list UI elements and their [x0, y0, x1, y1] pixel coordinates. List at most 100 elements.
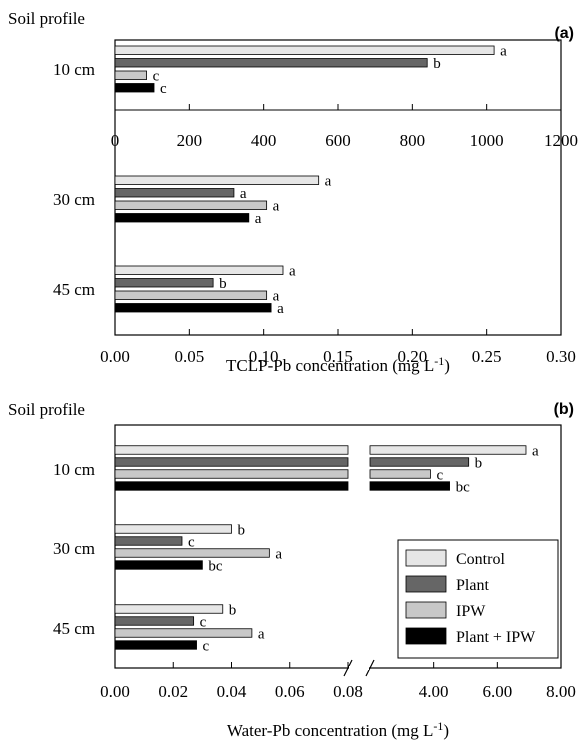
category-label: 10 cm	[53, 60, 95, 79]
significance-letter: a	[277, 301, 284, 317]
bar-plant	[114, 616, 195, 626]
category-label: 30 cm	[53, 190, 95, 209]
axis-break-gap	[349, 666, 369, 670]
significance-letter: a	[255, 211, 262, 227]
significance-letter: bc	[208, 558, 223, 574]
panel-a-top-axis: 0 200 400 600 800 1000 1200	[111, 104, 578, 150]
bar-ipw-cont	[369, 469, 431, 479]
significance-letter: a	[325, 174, 332, 190]
significance-letter: a	[500, 44, 507, 60]
significance-letter: c	[203, 638, 210, 654]
significance-letter: a	[258, 626, 265, 642]
panel-b-frame	[114, 424, 562, 669]
tick-label: 0.15	[323, 347, 353, 366]
significance-letter: c	[153, 69, 160, 85]
bar-plant-ipw	[114, 303, 272, 313]
tick-label: 1000	[470, 131, 504, 150]
bar-plant-ipw	[114, 213, 250, 223]
bar-control	[114, 265, 284, 275]
bar-control-cont	[369, 445, 527, 455]
legend-label: Plant + IPW	[456, 629, 536, 646]
bar-plant-ipw	[114, 640, 197, 650]
significance-letter: a	[273, 199, 280, 215]
bar-ipw	[114, 548, 270, 558]
bar-control	[114, 604, 224, 614]
axis-break-mark	[365, 659, 375, 677]
significance-letter: c	[188, 534, 195, 550]
panel-a-ylabel: Soil profile	[8, 9, 85, 28]
legend-swatch	[405, 575, 447, 593]
bar-plant	[114, 278, 214, 288]
panel-b-tag: (b)	[554, 401, 574, 418]
tick-label: 0.02	[158, 682, 188, 701]
tick-label: 200	[177, 131, 203, 150]
bar-ipw	[114, 200, 268, 210]
significance-letter: bc	[456, 479, 471, 495]
bar-plant	[114, 58, 428, 68]
significance-letter: c	[436, 467, 443, 483]
significance-letter: a	[273, 289, 280, 305]
significance-letter: b	[219, 276, 227, 292]
bar-control	[114, 524, 232, 534]
tick-label: 0	[111, 131, 120, 150]
bar-plant-cont	[369, 457, 470, 467]
panel-a-bottom-axis: 0.00 0.05 0.10 0.15 0.20 0.25 0.30	[100, 329, 576, 366]
legend-swatch	[405, 549, 447, 567]
tick-label: 8.00	[546, 682, 576, 701]
bar-plant	[114, 188, 235, 198]
significance-letter: b	[229, 602, 237, 618]
panel-a: Soil profile (a) 0 200 400 600 800 1000 1200 1…	[8, 9, 578, 375]
bar-control	[114, 175, 320, 185]
category-label: 10 cm	[53, 460, 95, 479]
significance-letter: b	[433, 56, 441, 72]
tick-label: 0.00	[100, 347, 130, 366]
bar-plant-ipw	[114, 83, 155, 93]
tick-label: 0.00	[100, 682, 130, 701]
panel-b-xlabel: Water-Pb concentration (mg L-1)	[227, 719, 449, 740]
bar-plant-ipw	[114, 560, 203, 570]
panel-a-xlabel: TCLP-Pb concentration (mg L-1)	[226, 354, 450, 375]
tick-label: 800	[400, 131, 426, 150]
bar-plant	[114, 457, 349, 467]
legend: Control Plant IPW Plant + IPW	[397, 539, 559, 659]
panel-b-ylabel: Soil profile	[8, 400, 85, 419]
bar-plant	[114, 536, 183, 546]
tick-label: 0.10	[249, 347, 279, 366]
tick-label: 0.25	[472, 347, 502, 366]
tick-label: 6.00	[482, 682, 512, 701]
tick-label: 1200	[544, 131, 578, 150]
legend-label: Plant	[456, 577, 489, 594]
bar-ipw	[114, 290, 268, 300]
significance-letter: a	[240, 186, 247, 202]
significance-letter: a	[289, 264, 296, 280]
tick-label: 4.00	[419, 682, 449, 701]
bar-plant-ipw	[114, 481, 349, 491]
legend-swatch	[405, 627, 447, 645]
category-label: 45 cm	[53, 619, 95, 638]
bar-ipw	[114, 70, 147, 80]
significance-letter: c	[200, 614, 207, 630]
tick-label: 400	[251, 131, 277, 150]
legend-swatch	[405, 601, 447, 619]
category-label: 30 cm	[53, 539, 95, 558]
tick-label: 0.05	[174, 347, 204, 366]
tick-label: 0.04	[217, 682, 247, 701]
bar-ipw	[114, 628, 253, 638]
bar-plant-ipw-cont	[369, 481, 450, 491]
bar-ipw	[114, 469, 349, 479]
significance-letter: a	[532, 443, 539, 459]
bar-control	[114, 445, 349, 455]
tick-label: 600	[325, 131, 351, 150]
significance-letter: b	[475, 455, 483, 471]
category-label: 45 cm	[53, 280, 95, 299]
tick-label: 0.08	[333, 682, 363, 701]
tick-label: 0.30	[546, 347, 576, 366]
legend-label: IPW	[456, 603, 486, 620]
tick-label: 0.20	[397, 347, 427, 366]
panel-a-tag: (a)	[554, 25, 574, 42]
legend-label: Control	[456, 551, 505, 568]
